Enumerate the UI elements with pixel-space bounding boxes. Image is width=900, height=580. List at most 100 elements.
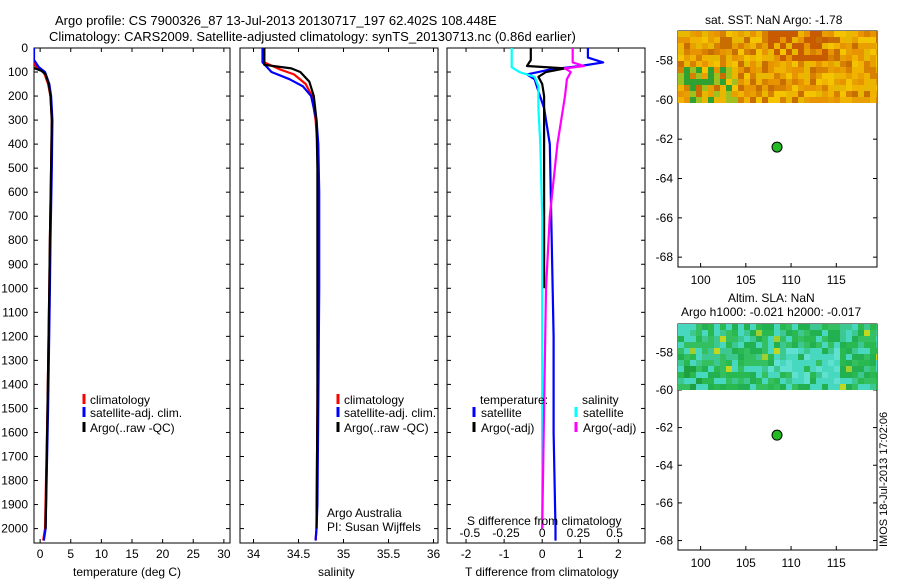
heatmap-cell (690, 61, 696, 67)
heatmap-cell (786, 37, 792, 43)
heatmap-cell (684, 342, 690, 348)
heatmap-cell (876, 378, 877, 384)
heatmap-cell (720, 354, 726, 360)
heatmap-cell (720, 360, 726, 366)
heatmap-cell (750, 31, 756, 37)
heatmap-cell (816, 79, 822, 85)
heatmap-cell (738, 348, 744, 354)
heatmap-cell (864, 378, 870, 384)
heatmap-cell (762, 49, 768, 55)
legend-label-climatology: climatology (90, 393, 150, 407)
heatmap-cell (726, 37, 732, 43)
heatmap-cell (708, 43, 714, 49)
heatmap-cell (804, 31, 810, 37)
legend-heading-salinity: salinity (582, 393, 619, 407)
temperature-ticks: 0100200300400500600700800900100011001200… (1, 41, 231, 561)
heatmap-cell (708, 360, 714, 366)
heatmap-cell (696, 384, 702, 390)
heatmap-cell (822, 354, 828, 360)
heatmap-cell (804, 49, 810, 55)
heatmap-cell (864, 91, 870, 97)
heatmap-cell (840, 67, 846, 73)
heatmap-cell (786, 49, 792, 55)
heatmap-cell (696, 324, 702, 330)
y-tick-label: 1900 (1, 498, 28, 512)
y-tick-label: -68 (656, 534, 674, 548)
heatmap-cell (702, 348, 708, 354)
heatmap-cell (876, 384, 877, 390)
heatmap-cell (702, 97, 708, 103)
heatmap-cell (846, 85, 852, 91)
heatmap-cell (714, 366, 720, 372)
heatmap-cell (852, 43, 858, 49)
heatmap-cell (678, 354, 684, 360)
y-tick-label: -66 (656, 211, 674, 225)
heatmap-cell (810, 97, 816, 103)
heatmap-cell (780, 336, 786, 342)
heatmap-cell (804, 97, 810, 103)
heatmap-cell (822, 91, 828, 97)
heatmap-cell (834, 55, 840, 61)
heatmap-cell (858, 67, 864, 73)
heatmap-cell (780, 342, 786, 348)
heatmap-cell (786, 336, 792, 342)
heatmap-cell (876, 336, 877, 342)
heatmap-cell (732, 336, 738, 342)
heatmap-cell (774, 336, 780, 342)
heatmap-cell (780, 372, 786, 378)
heatmap-cell (708, 336, 714, 342)
annotation-argo-australia: Argo Australia (327, 506, 402, 520)
heatmap-cell (804, 348, 810, 354)
heatmap-cell (756, 324, 762, 330)
heatmap-cell (852, 348, 858, 354)
heatmap-cell (732, 73, 738, 79)
x2-tick-label: 0.25 (567, 526, 591, 540)
heatmap-cell (816, 384, 822, 390)
heatmap-cell (738, 55, 744, 61)
heatmap-cell (684, 324, 690, 330)
heatmap-cell (774, 55, 780, 61)
y-tick-label: -64 (656, 458, 674, 472)
heatmap-cell (750, 37, 756, 43)
heatmap-cell (834, 91, 840, 97)
heatmap-cell (876, 342, 877, 348)
heatmap-cell (792, 97, 798, 103)
heatmap-cell (864, 61, 870, 67)
heatmap-cell (816, 372, 822, 378)
x-tick-label: -2 (461, 547, 472, 561)
heatmap-cell (738, 384, 744, 390)
heatmap-cell (678, 79, 684, 85)
heatmap-cell (720, 348, 726, 354)
heatmap-cell (828, 384, 834, 390)
heatmap-cell (810, 43, 816, 49)
heatmap-cell (750, 366, 756, 372)
heatmap-cell (690, 85, 696, 91)
heatmap-cell (858, 336, 864, 342)
heatmap-cell (774, 49, 780, 55)
heatmap-cell (726, 330, 732, 336)
heatmap-cell (750, 342, 756, 348)
heatmap-cell (690, 55, 696, 61)
x-tick-label: 20 (156, 547, 170, 561)
heatmap-cell (750, 330, 756, 336)
heatmap-cell (840, 85, 846, 91)
heatmap-cell (864, 97, 870, 103)
heatmap-cell (780, 49, 786, 55)
heatmap-cell (738, 342, 744, 348)
heatmap-cell (696, 91, 702, 97)
heatmap-cell (840, 73, 846, 79)
heatmap-cell (864, 384, 870, 390)
heatmap-cell (864, 330, 870, 336)
heatmap-cell (828, 91, 834, 97)
heatmap-cell (840, 336, 846, 342)
heatmap-cell (834, 360, 840, 366)
heatmap-cell (870, 61, 876, 67)
x-tick-label: 100 (691, 273, 711, 287)
temperature-axes-frame (33, 47, 231, 544)
heatmap-cell (786, 384, 792, 390)
y-tick-label: 1000 (1, 281, 28, 295)
heatmap-cell (678, 55, 684, 61)
y-tick-label: -60 (656, 383, 674, 397)
heatmap-cell (696, 31, 702, 37)
heatmap-cell (768, 97, 774, 103)
